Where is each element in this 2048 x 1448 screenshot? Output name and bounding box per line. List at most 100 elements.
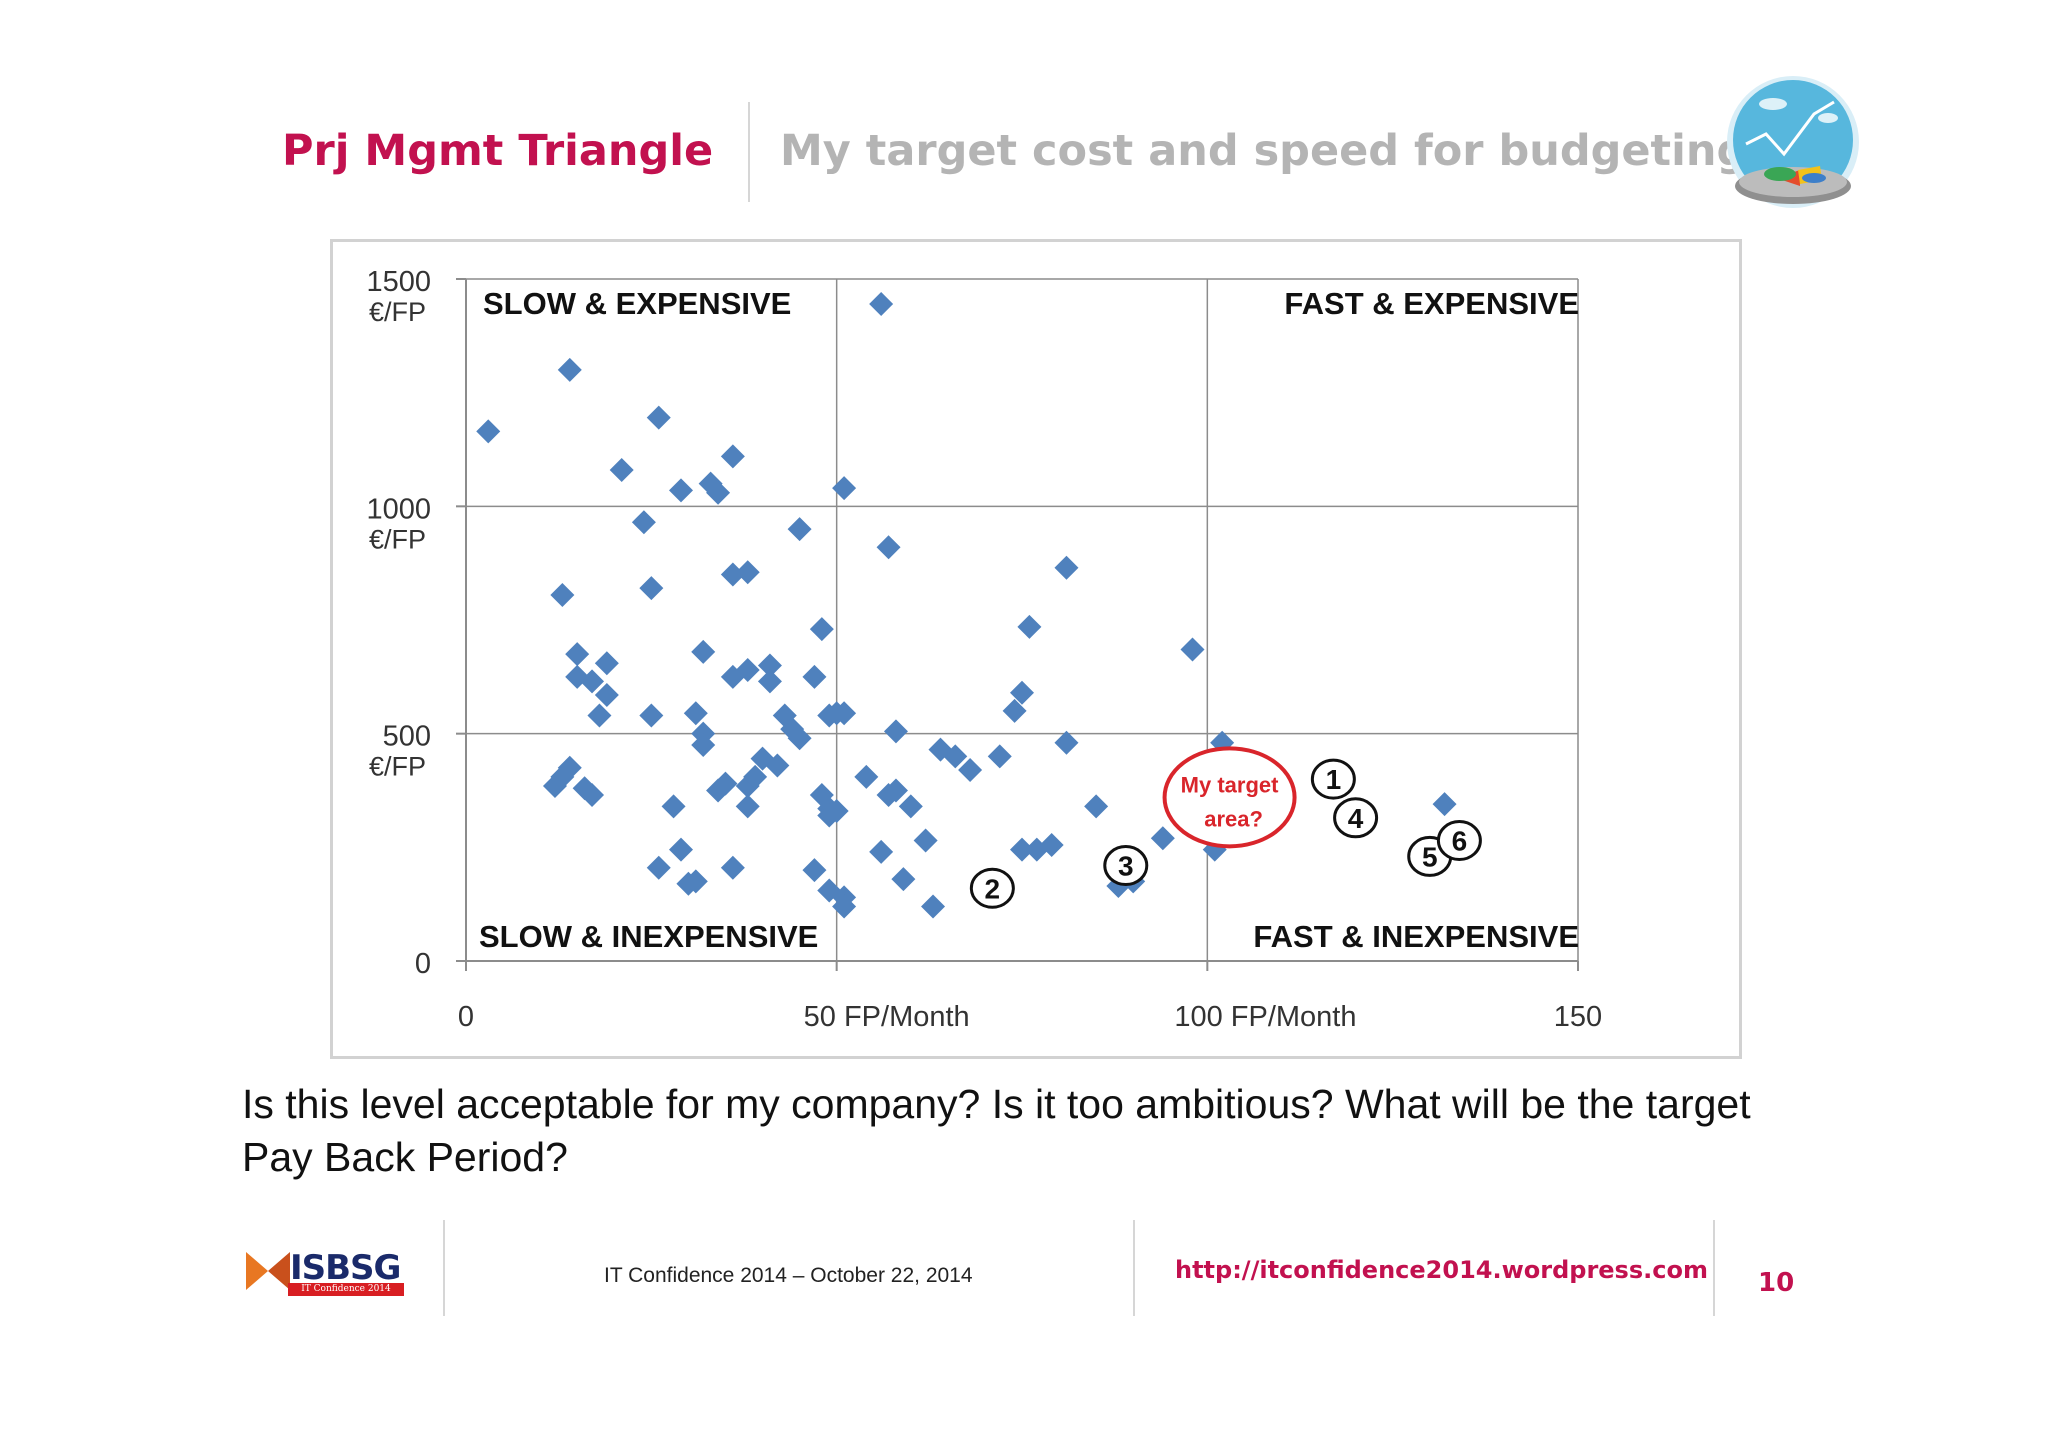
data-point-diamond	[802, 858, 827, 883]
data-point-diamond	[1054, 730, 1079, 755]
data-point-diamond	[1084, 794, 1109, 819]
quadrant-label-slow-inexpensive: SLOW & INEXPENSIVE	[479, 919, 818, 954]
y-tick-label: 1500	[366, 266, 431, 298]
data-point-diamond	[743, 764, 768, 789]
data-point-diamond	[631, 510, 656, 535]
data-point-diamond	[735, 658, 760, 683]
data-point-diamond	[594, 683, 619, 708]
data-point-diamond	[913, 828, 938, 853]
data-point-diamond	[809, 617, 834, 642]
numbered-marker-label: 3	[1118, 851, 1134, 882]
data-point-diamond	[1010, 837, 1034, 862]
data-point-diamond	[713, 771, 738, 796]
data-point-diamond	[1054, 555, 1079, 580]
data-point-diamond	[668, 837, 693, 862]
data-point-diamond	[646, 405, 671, 430]
data-point-diamond	[557, 357, 582, 382]
footer-logo-text: ISBSG	[290, 1248, 401, 1288]
target-area-label-line2: area?	[1204, 806, 1263, 831]
data-point-diamond	[802, 664, 827, 689]
data-point-diamond	[757, 653, 782, 678]
header-divider	[748, 102, 750, 202]
data-point-diamond	[832, 894, 857, 919]
data-point-diamond	[987, 744, 1012, 769]
data-point-diamond	[757, 669, 782, 694]
data-point-diamond	[550, 764, 575, 789]
data-point-diamond	[869, 292, 894, 317]
data-point-diamond	[832, 701, 857, 726]
chart-globe-icon	[1727, 76, 1859, 208]
data-point-diamond	[1039, 833, 1064, 858]
data-point-diamond	[1150, 826, 1175, 851]
data-point-diamond	[639, 703, 664, 728]
question-text: Is this level acceptable for my company?…	[242, 1081, 1751, 1180]
chart-frame: 0 500 €/FP 1000 €/FP 1500 €/FP 0 50 FP/Month 100 …	[330, 239, 1742, 1059]
data-points	[476, 292, 1457, 919]
quadrant-label-fast-expensive: FAST & EXPENSIVE	[1284, 286, 1579, 321]
quadrant-labels: SLOW & EXPENSIVE FAST & EXPENSIVE SLOW &…	[479, 286, 1579, 954]
x-tick-label: 0	[458, 1001, 474, 1033]
data-point-diamond	[720, 444, 745, 469]
data-point-diamond	[1002, 698, 1027, 723]
data-point-diamond	[580, 783, 605, 808]
data-point-diamond	[565, 642, 590, 667]
numbered-marker-circle	[1310, 758, 1356, 800]
footer-conference: IT Confidence 2014 – October 22, 2014	[604, 1264, 973, 1287]
footer-logo-subtext: IT Confidence 2014	[288, 1283, 404, 1296]
x-tick-label: 100 FP/Month	[1174, 1001, 1356, 1033]
quadrant-label-fast-inexpensive: FAST & INEXPENSIVE	[1253, 919, 1579, 954]
data-point-diamond	[542, 773, 567, 798]
x-tick-label: 50 FP/Month	[804, 1001, 970, 1033]
numbered-marker-label: 5	[1422, 841, 1438, 872]
isbsg-logo-icon	[246, 1252, 290, 1290]
data-point-diamond	[1010, 680, 1034, 705]
data-point-diamond	[691, 733, 716, 758]
numbered-marker-circle	[1103, 845, 1149, 887]
data-point-diamond	[609, 457, 634, 482]
data-point-diamond	[683, 701, 708, 726]
data-point-diamond	[720, 855, 745, 880]
data-point-diamond	[1180, 637, 1205, 662]
data-point-diamond	[557, 755, 582, 780]
data-point-diamond	[883, 719, 908, 744]
data-point-diamond	[720, 562, 745, 587]
numbered-marker-label: 2	[985, 873, 1001, 904]
data-point-diamond	[883, 778, 908, 803]
section-title: Prj Mgmt Triangle	[282, 126, 714, 176]
data-point-diamond	[580, 669, 605, 694]
data-point-diamond	[1017, 614, 1042, 639]
y-tick-label: 0	[415, 948, 431, 980]
y-tick-label: 1000	[366, 493, 431, 525]
data-point-diamond	[787, 726, 812, 751]
data-point-diamond	[832, 476, 857, 501]
numbered-marker-label: 1	[1326, 764, 1342, 795]
data-point-diamond	[958, 758, 983, 783]
data-point-diamond	[928, 737, 953, 762]
data-point-diamond	[572, 776, 597, 801]
data-point-diamond	[898, 794, 923, 819]
y-tick-unit: €/FP	[369, 297, 426, 327]
numbered-marker-circle	[969, 867, 1015, 909]
data-point-diamond	[639, 576, 664, 601]
data-point-diamond	[943, 744, 968, 769]
data-point-diamond	[587, 703, 612, 728]
data-point-diamond	[765, 753, 790, 778]
numbered-marker-label: 4	[1348, 803, 1364, 834]
data-point-diamond	[565, 664, 590, 689]
numbered-marker-label: 6	[1452, 826, 1468, 857]
y-tick-unit: €/FP	[369, 752, 426, 782]
slide-title: My target cost and speed for budgeting	[780, 126, 1748, 176]
data-point-diamond	[706, 480, 731, 505]
data-point-diamond	[921, 894, 946, 919]
data-point-diamond	[787, 517, 812, 542]
numbered-markers: 1 2 3 4 56	[969, 758, 1482, 909]
data-point-diamond	[676, 871, 701, 896]
data-point-diamond	[550, 582, 575, 607]
footer-divider-1	[443, 1220, 445, 1316]
footer-divider-2	[1133, 1220, 1135, 1316]
target-area: My target area?	[1162, 746, 1297, 849]
target-area-label-line1: My target	[1181, 772, 1279, 797]
data-point-diamond	[1432, 792, 1457, 817]
footer-url-link[interactable]: http://itconfidence2014.wordpress.com	[1175, 1256, 1708, 1284]
